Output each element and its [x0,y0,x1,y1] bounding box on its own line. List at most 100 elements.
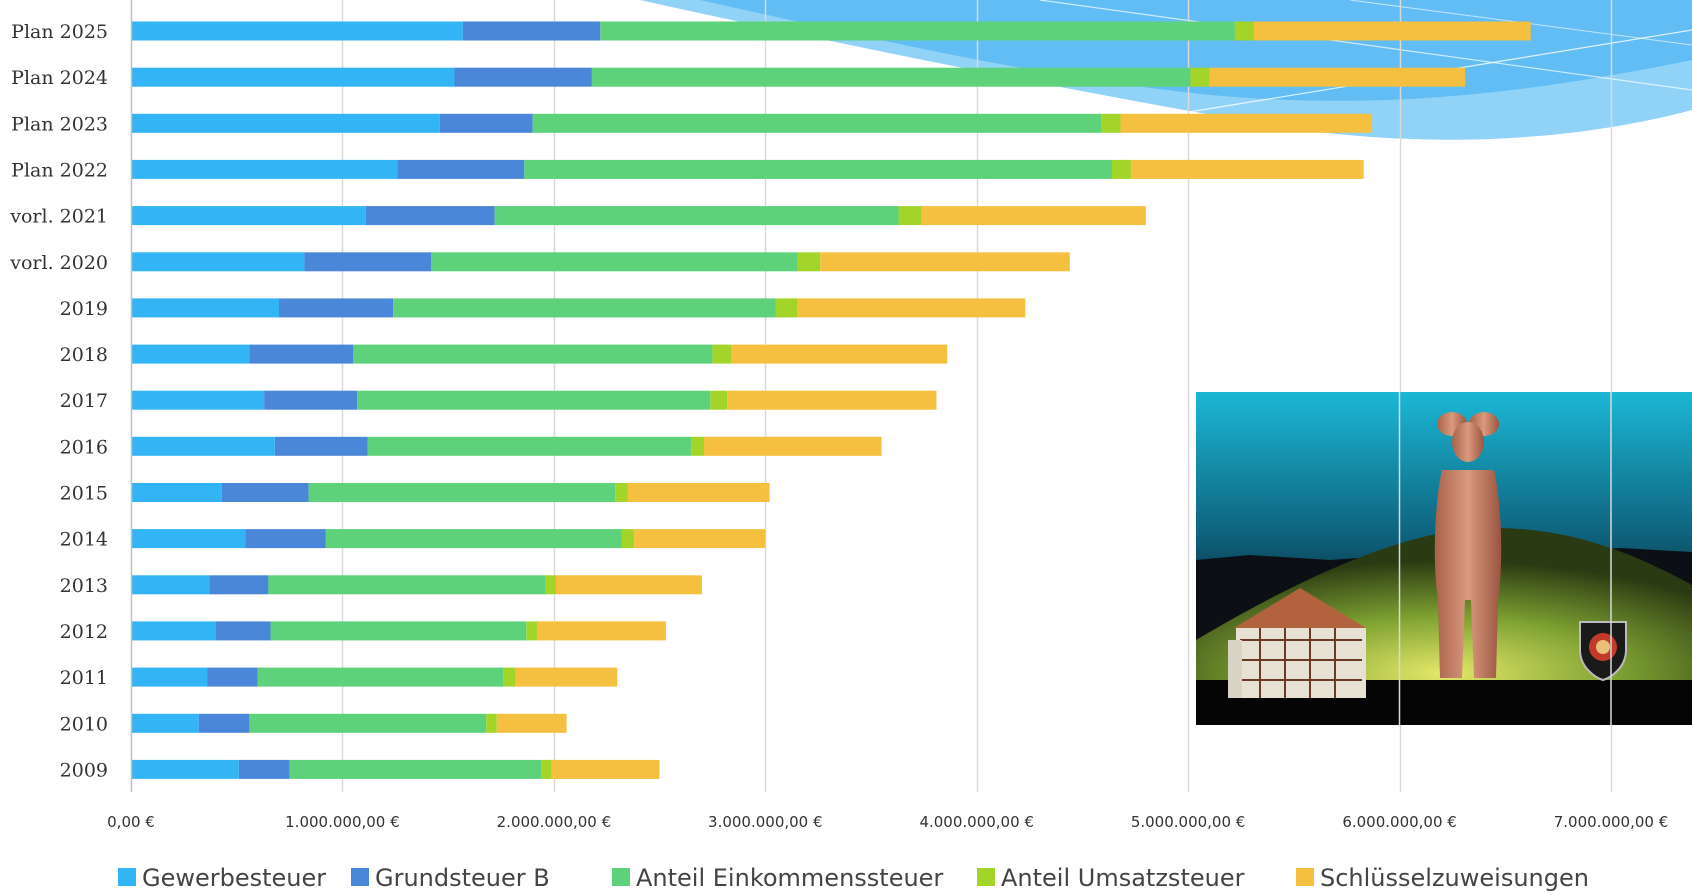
bar-segment [367,436,692,456]
x-tick-label: 6.000.000,00 € [1342,813,1457,831]
bar-segment [1131,159,1364,179]
bar-segment [621,529,635,549]
x-tick-label: 5.000.000,00 € [1131,813,1246,831]
bar-segment [797,252,821,272]
category-label: 2016 [60,436,108,458]
bar-segment [131,344,250,364]
bar-segment [249,713,487,733]
bar-segment [1209,67,1466,87]
bar-segment [131,575,210,595]
bar-segment [279,298,394,318]
bar-segment [496,713,567,733]
bar-segment [215,621,271,641]
bar-segment [526,621,537,641]
category-label: 2015 [60,483,108,505]
bar-segment [131,621,216,641]
bar-segment [131,436,275,456]
bar-segment [556,575,702,595]
bar-segment [365,206,495,226]
bar-segment [131,113,440,133]
legend-label: Grundsteuer B [375,864,550,892]
bar-segment [536,621,666,641]
bar-segment [898,206,922,226]
bar-segment [131,713,199,733]
category-label: vorl. 2021 [9,206,108,228]
bar-segment [270,621,527,641]
category-label: 2019 [60,298,108,320]
bar-segment [393,298,776,318]
bar-segment [1190,67,1210,87]
legend-label: Anteil Umsatzsteuer [1001,864,1245,892]
bar-segment [634,529,766,549]
legend-label: Gewerbesteuer [142,864,326,892]
legend-swatch [977,868,995,886]
bar-segment [627,483,770,502]
legend-swatch [1296,868,1314,886]
bar-segment [131,206,366,226]
bar-segment [503,667,516,687]
x-tick-label: 0,00 € [107,813,155,831]
bar-segment [591,67,1191,87]
legend-label: Anteil Einkommenssteuer [636,864,943,892]
legend-swatch [351,868,369,886]
bar-segment [615,483,628,502]
bar-segment [1120,113,1373,133]
bar-segment [131,252,305,272]
x-tick-label: 3.000.000,00 € [708,813,823,831]
category-label: 2018 [60,344,108,366]
bar-segment [274,436,368,456]
bar-segment [494,206,899,226]
category-label: vorl. 2020 [9,252,108,274]
bar-segment [486,713,497,733]
category-label: Plan 2025 [11,21,108,43]
bar-segment [1112,159,1131,179]
bar-segment [820,252,1070,272]
bar-segment [131,483,222,502]
bar-segment [325,529,622,549]
bar-segment [532,113,1102,133]
bar-segment [797,298,1026,318]
bar-segment [691,436,704,456]
bar-segment [221,483,309,502]
bar-segment [397,159,525,179]
bar-segment [131,21,463,41]
bar-segment [268,575,546,595]
x-tick-label: 2.000.000,00 € [497,813,612,831]
category-label: 2009 [60,759,108,781]
bar-segment [131,298,279,318]
bar-segment [249,344,353,364]
bar-segment [245,529,326,549]
category-label: Plan 2023 [11,113,108,135]
x-tick-label: 7.000.000,00 € [1554,813,1669,831]
bar-segment [238,759,290,779]
bar-segment [131,159,398,179]
bar-segment [551,759,660,779]
category-label: 2013 [60,575,108,597]
category-label: Plan 2024 [11,67,108,89]
bar-segment [1234,21,1254,41]
category-label: 2010 [60,713,108,735]
bar-segment [353,344,713,364]
bar-segment [1101,113,1121,133]
legend: Gewerbesteuer Grundsteuer B Anteil Einkomm… [118,864,1589,892]
bar-segment [600,21,1235,41]
bar-segment [131,667,208,687]
category-labels: Plan 2025 Plan 2024 Plan 2023 Plan 2022 vorl… [9,21,108,781]
bar-segment [712,344,732,364]
bar-segment [704,436,882,456]
bar-segment [131,529,246,549]
legend-swatch [612,868,630,886]
bar-segment [731,344,948,364]
category-label: 2014 [60,529,108,551]
house-icon [1228,588,1366,698]
category-label: 2011 [60,667,108,689]
bar-segment [524,159,1113,179]
bar-segment [289,759,542,779]
bar-segment [545,575,556,595]
bars-layer [131,21,1531,779]
x-tick-label: 1.000.000,00 € [285,813,400,831]
statue-icon [1434,412,1502,678]
bar-segment [131,390,265,410]
bar-segment [431,252,797,272]
